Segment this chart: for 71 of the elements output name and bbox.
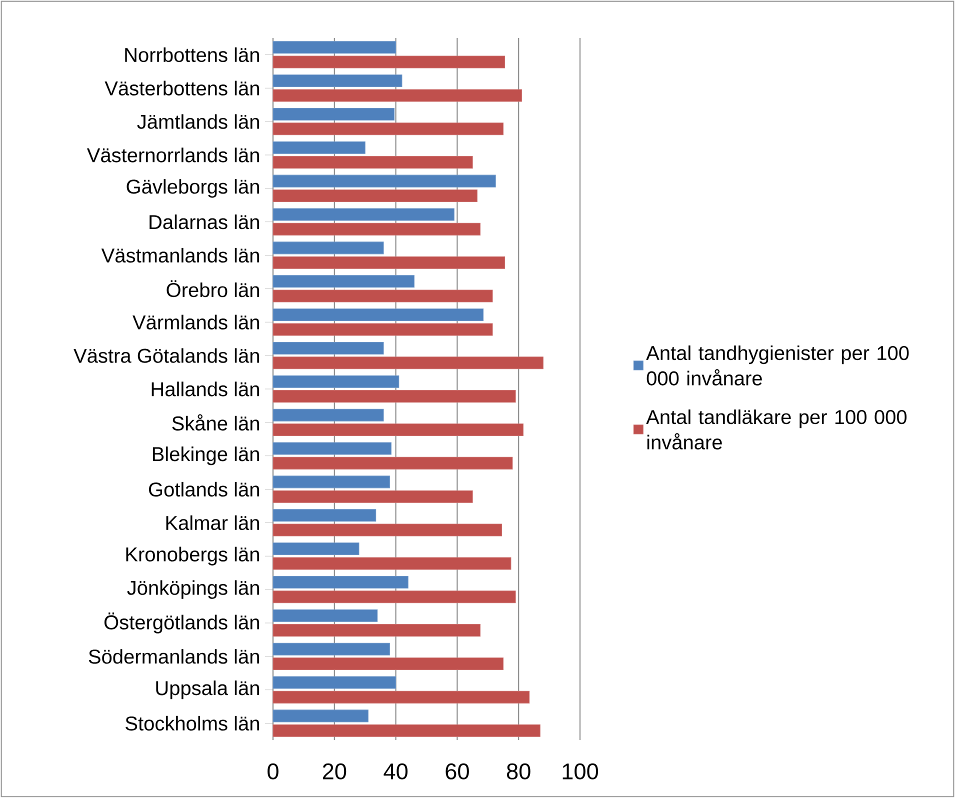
bar [272,557,512,570]
bar [272,642,390,656]
bar [272,524,502,536]
bar [272,375,400,388]
y-tick-label: Stockholms län [126,716,259,731]
bar [272,222,480,236]
bar [272,609,378,622]
x-tick-label: 40 [384,763,408,780]
bar [272,156,473,169]
y-tick-label: Dalarnas län [150,214,259,230]
y-tick-label: Västmanlands län [101,248,259,263]
bar [272,356,544,370]
bar [272,308,484,322]
y-tick-label: Jämtlands län [137,114,259,129]
bar [272,256,506,269]
legend-label: Antal tandhygienister per 100 000 invånare [646,345,909,386]
bar [272,710,368,722]
bar [272,174,496,188]
bar [272,390,516,403]
y-tick-label: Gotlands län [149,482,259,497]
x-tick-label: 60 [446,763,469,780]
bar [272,509,376,522]
bar [272,676,396,689]
bar [272,657,504,670]
bar [272,590,516,604]
x-tick-label: 0 [268,763,278,780]
bar [272,490,473,503]
y-tick-label: Uppsala län [156,680,259,700]
y-tick-label: Värmlands län [132,314,259,330]
y-tick-label: Örebro län [166,280,259,298]
bar [272,89,522,102]
bar [272,189,478,202]
x-tick-label: 100 [562,763,598,780]
y-tick-label: Östergötlands län [104,612,259,634]
legend-label: Antal tandläkare per 100 000 invånare [646,409,907,450]
y-tick-label: Norrbottens län [125,47,259,62]
y-tick-label: Västerbottens län [104,80,259,96]
y-tick-label: Jönköpings län [127,580,259,599]
bar [272,576,408,588]
y-tick-label: Västernorrlands län [86,148,259,162]
bar [272,74,402,88]
bar [272,408,384,422]
bar [272,290,493,302]
x-tick-label: 20 [322,763,346,780]
bar [272,342,384,354]
bar [272,208,454,221]
y-tick-label: Hallands län [152,382,259,396]
bar [272,108,395,120]
bar [272,542,360,556]
y-tick-label: Blekinge län [152,446,259,466]
y-tick-label: Gävleborgs län [126,179,259,198]
bar [272,724,540,737]
bar [272,423,524,436]
bar [272,122,504,136]
y-tick-label: Kalmar län [166,515,259,530]
y-tick-label: Skåne län [172,414,259,431]
bar [272,275,414,288]
y-tick-label: Kronobergs län [126,546,259,566]
bar [272,56,506,68]
bar [272,323,493,336]
x-tick-label: 80 [506,763,530,780]
bar [272,442,392,455]
bar [272,624,480,637]
y-tick-label: Västra Götalands län [74,348,259,363]
bar [272,456,513,470]
y-tick-label: Södermanlands län [88,649,259,664]
bar [272,141,366,154]
bar [272,242,384,254]
bar [272,476,390,488]
bar [272,690,530,704]
bar [272,41,396,54]
